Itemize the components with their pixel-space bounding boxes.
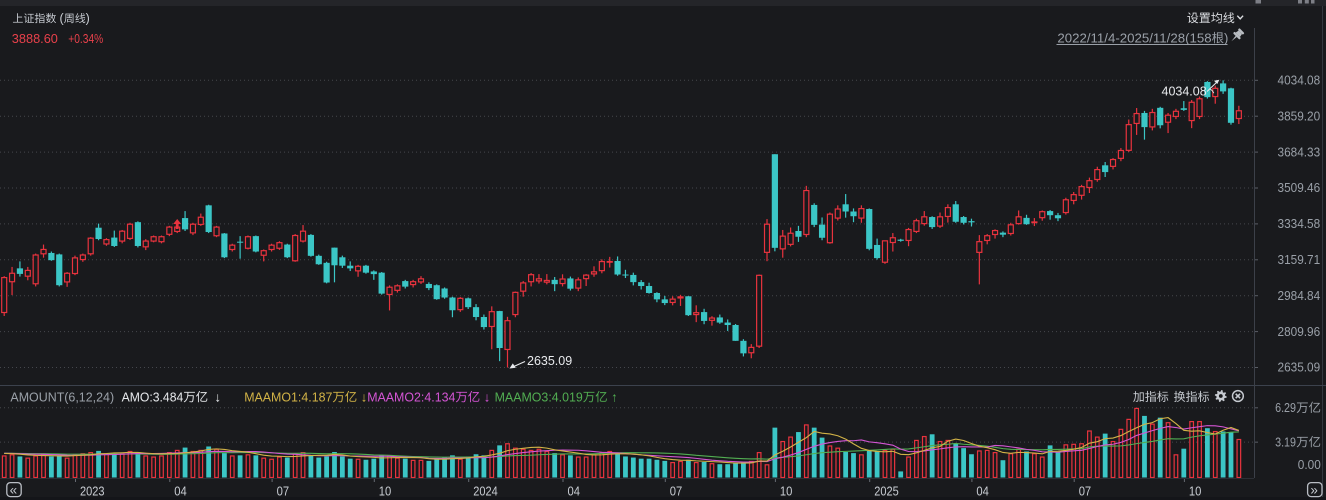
svg-text:07: 07 — [670, 484, 683, 499]
svg-text:07: 07 — [277, 484, 290, 499]
svg-text:MAAMO1:4.187: MAAMO1:4.187 — [244, 390, 332, 404]
svg-text:+0.34%: +0.34% — [68, 31, 103, 46]
svg-text:2022/11/4-2025/11/28(158: 2022/11/4-2025/11/28(158 — [1057, 30, 1211, 45]
svg-text:10: 10 — [780, 484, 793, 499]
svg-text:2024: 2024 — [473, 484, 498, 499]
svg-text:6.29: 6.29 — [1275, 401, 1296, 415]
svg-text:04: 04 — [174, 484, 187, 499]
svg-text:↓: ↓ — [484, 389, 491, 404]
svg-text:»: » — [1310, 483, 1318, 498]
svg-text:↓: ↓ — [215, 389, 222, 404]
svg-text:↓: ↓ — [361, 389, 368, 404]
svg-text:3334.58: 3334.58 — [1278, 217, 1321, 231]
svg-text:AMOUNT(6,12,24): AMOUNT(6,12,24) — [10, 390, 114, 404]
svg-text:10: 10 — [379, 484, 392, 499]
svg-text:2635.09: 2635.09 — [527, 354, 572, 368]
svg-text:4034.08: 4034.08 — [1162, 85, 1207, 99]
svg-text:10: 10 — [1189, 484, 1202, 499]
svg-text:): ) — [86, 11, 90, 25]
svg-text:3888.60: 3888.60 — [12, 31, 58, 46]
svg-text:0.00: 0.00 — [1298, 458, 1321, 472]
svg-text:(: ( — [60, 11, 65, 25]
svg-text:MAAMO2:4.134: MAAMO2:4.134 — [367, 390, 455, 404]
svg-text:2809.96: 2809.96 — [1278, 325, 1321, 339]
svg-text:2984.84: 2984.84 — [1278, 289, 1321, 303]
svg-text:2025: 2025 — [874, 484, 899, 499]
svg-text:AMO:3.484: AMO:3.484 — [122, 390, 184, 404]
svg-text:4034.08: 4034.08 — [1278, 74, 1321, 88]
svg-text:3159.71: 3159.71 — [1278, 253, 1321, 267]
svg-text:3509.46: 3509.46 — [1278, 181, 1321, 195]
svg-text:«: « — [10, 483, 18, 498]
svg-text:): ) — [1224, 30, 1228, 45]
svg-text:3859.20: 3859.20 — [1278, 109, 1321, 123]
svg-text:3684.33: 3684.33 — [1278, 145, 1321, 159]
svg-text:07: 07 — [1079, 484, 1092, 499]
svg-text:MAAMO3:4.019: MAAMO3:4.019 — [495, 390, 583, 404]
svg-text:04: 04 — [976, 484, 989, 499]
svg-text:2023: 2023 — [80, 484, 105, 499]
svg-text:04: 04 — [568, 484, 581, 499]
svg-text:2635.09: 2635.09 — [1278, 361, 1321, 375]
svg-text:3.19: 3.19 — [1275, 435, 1296, 449]
svg-text:↑: ↑ — [611, 389, 618, 404]
